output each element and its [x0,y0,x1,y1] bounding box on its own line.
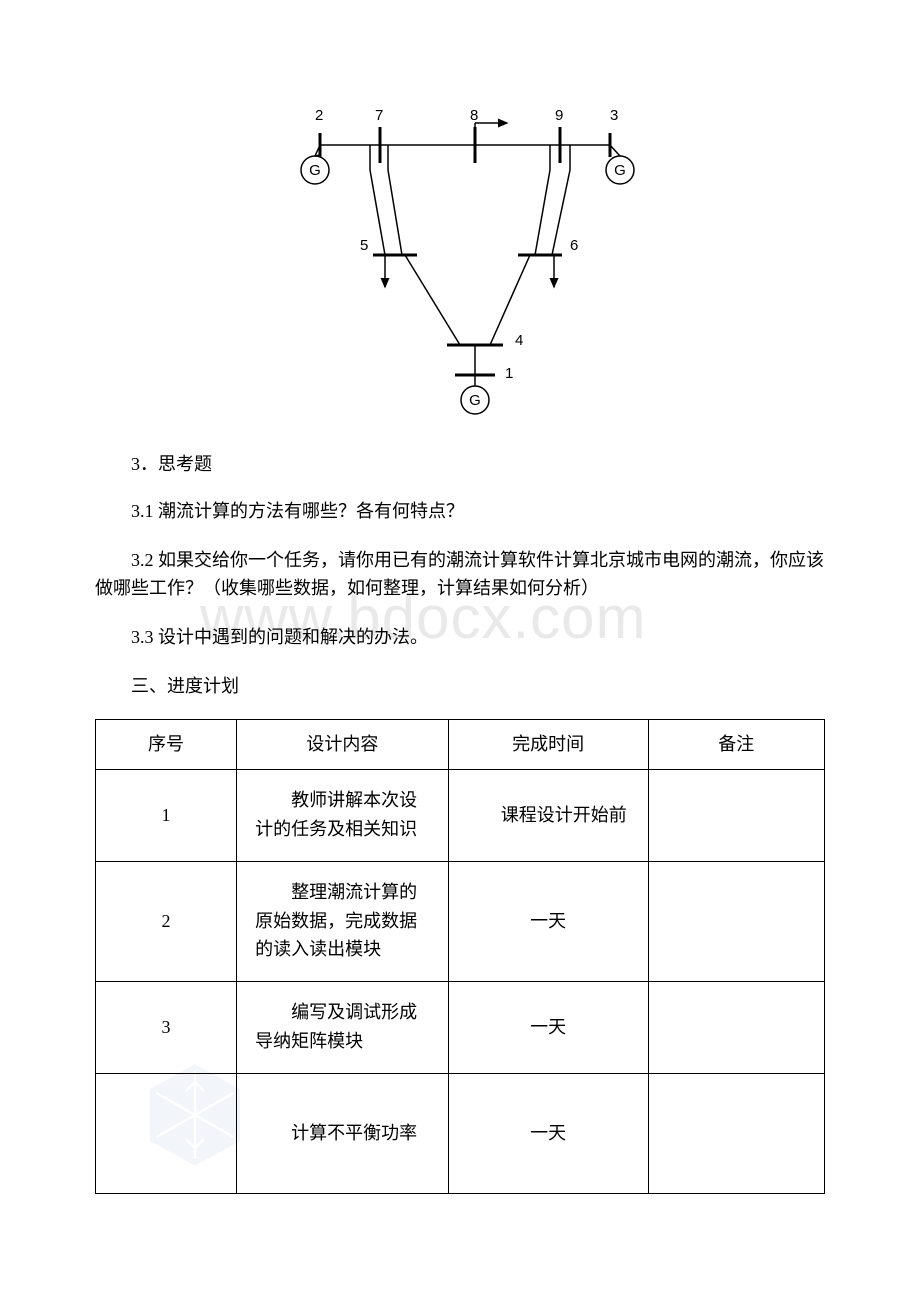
svg-text:1: 1 [505,365,513,382]
table-row: 1教师讲解本次设计的任务及相关知识课程设计开始前 [96,769,825,861]
svg-text:7: 7 [375,107,383,124]
cell-content: 教师讲解本次设计的任务及相关知识 [237,769,449,861]
th-note: 备注 [648,719,824,769]
circuit-diagram: 2 G 7 8 9 3 G 5 6 41 G [280,100,640,420]
table-row: 2整理潮流计算的原始数据，完成数据的读入读出模块一天 [96,861,825,981]
page-content: 2G7893G5641G 3．思考题 3.1 潮流计算的方法有哪些？各有何特点？… [95,100,825,1194]
svg-text:6: 6 [570,237,578,254]
cell-note [648,861,824,981]
svg-text:G: G [614,162,626,179]
svg-text:8: 8 [470,107,478,124]
cell-note [648,981,824,1073]
svg-text:2: 2 [315,107,323,124]
cell-content: 编写及调试形成导纳矩阵模块 [237,981,449,1073]
svg-text:G: G [469,392,481,409]
th-time: 完成时间 [448,719,648,769]
schedule-table: 序号 设计内容 完成时间 备注 1教师讲解本次设计的任务及相关知识课程设计开始前… [95,719,825,1194]
th-content: 设计内容 [237,719,449,769]
circuit-diagram-container: 2 G 7 8 9 3 G 5 6 41 G [95,100,825,420]
q3-heading: 3．思考题 [95,450,825,479]
cell-seq: 1 [96,769,237,861]
cell-time: 课程设计开始前 [448,769,648,861]
svg-text:3: 3 [610,107,618,124]
cell-content: 计算不平衡功率 [237,1073,449,1193]
svg-text:G: G [309,162,321,179]
table-row: 3编写及调试形成导纳矩阵模块一天 [96,981,825,1073]
q31-text: 3.1 潮流计算的方法有哪些？各有何特点？ [95,497,825,526]
table-header-row: 序号 设计内容 完成时间 备注 [96,719,825,769]
q33-text: 3.3 设计中遇到的问题和解决的办法。 [95,623,825,652]
q32-text: 3.2 如果交给你一个任务，请你用已有的潮流计算软件计算北京城市电网的潮流，你应… [95,546,825,604]
cell-time: 一天 [448,861,648,981]
cell-seq: 2 [96,861,237,981]
cell-time: 一天 [448,981,648,1073]
svg-text:4: 4 [515,332,523,349]
plan-heading: 三、进度计划 [95,672,825,701]
cell-note [648,769,824,861]
svg-text:9: 9 [555,107,563,124]
th-seq: 序号 [96,719,237,769]
cell-time: 一天 [448,1073,648,1193]
svg-text:5: 5 [360,237,368,254]
cell-seq: 3 [96,981,237,1073]
cell-content: 整理潮流计算的原始数据，完成数据的读入读出模块 [237,861,449,981]
cell-seq [96,1073,237,1193]
cell-note [648,1073,824,1193]
table-row: 计算不平衡功率一天 [96,1073,825,1193]
